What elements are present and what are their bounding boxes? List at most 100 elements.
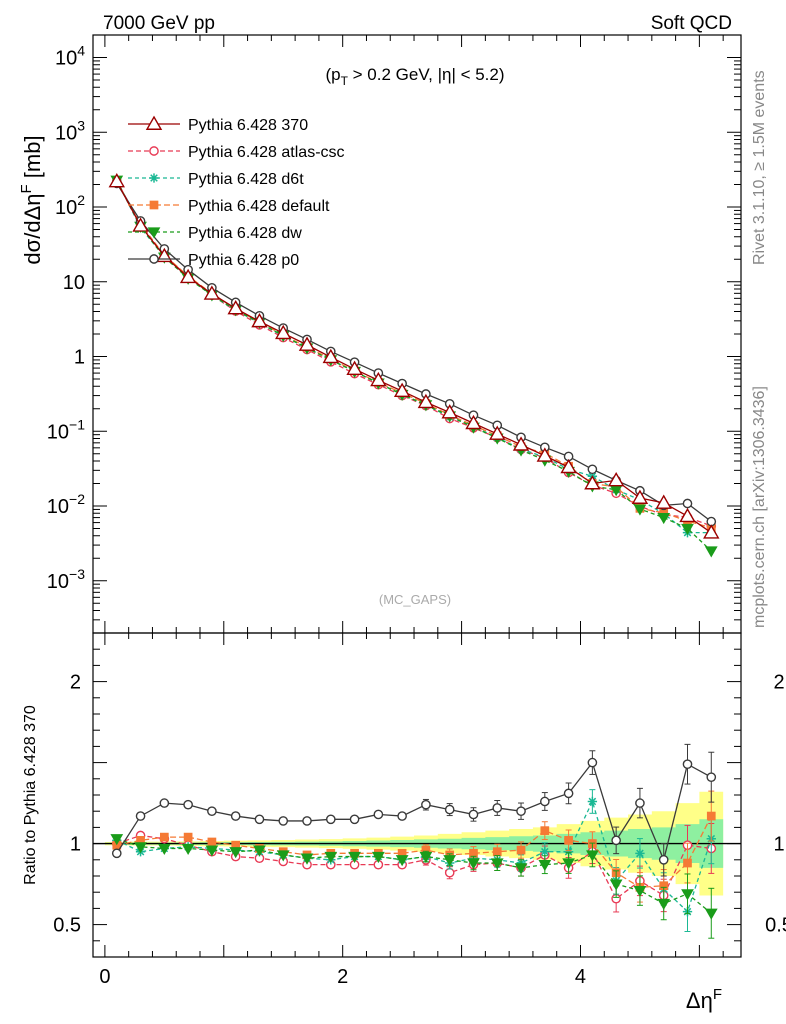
legend: Pythia 6.428 370 Pythia 6.428 atlas-csc Py… bbox=[128, 115, 345, 269]
main-y-axis-label: dσ/dΔηF [mb] bbox=[18, 135, 45, 264]
ratio-data-point bbox=[371, 851, 385, 864]
ratio-data-point bbox=[302, 816, 312, 826]
ratio-data-point bbox=[325, 814, 336, 825]
main-data-point bbox=[512, 436, 530, 451]
main-data-point bbox=[633, 504, 647, 516]
legend-entry-label: Pythia 6.428 p0 bbox=[188, 252, 299, 269]
y-tick-label-right: 1 bbox=[773, 834, 784, 856]
ratio-data-point bbox=[110, 834, 124, 846]
ratio-data-point bbox=[538, 860, 552, 872]
main-data-point bbox=[441, 404, 458, 419]
ratio-data-point bbox=[134, 842, 147, 854]
ratio-data-point bbox=[468, 809, 479, 820]
ratio-data-point bbox=[682, 759, 693, 770]
ratio-data-point bbox=[516, 806, 526, 817]
ratio-data-point bbox=[443, 855, 457, 867]
y-tick-label: 1 bbox=[70, 834, 81, 856]
ratio-data-point bbox=[205, 845, 219, 857]
ratio-data-point bbox=[514, 863, 528, 875]
legend-entry-label: Pythia 6.428 default bbox=[188, 198, 330, 215]
y-tick-label-right: 2 bbox=[773, 672, 784, 694]
ratio-data-point bbox=[253, 845, 266, 857]
header-left: 7000 GeV pp bbox=[103, 13, 215, 34]
main-data-point bbox=[607, 471, 625, 487]
y-tick-label: 103 bbox=[55, 117, 85, 144]
ratio-data-point bbox=[135, 811, 146, 821]
main-data-point bbox=[393, 382, 411, 397]
ratio-data-point bbox=[586, 850, 599, 862]
ratio-data-point bbox=[706, 772, 717, 783]
ratio-data-point bbox=[681, 889, 694, 901]
ratio-data-point bbox=[183, 799, 193, 810]
ratio-data-point bbox=[444, 867, 455, 878]
ratio-data-point bbox=[348, 851, 361, 864]
main-data-point bbox=[465, 414, 482, 430]
x-axis-label: ΔηF bbox=[686, 986, 722, 1013]
ratio-data-point bbox=[159, 832, 169, 842]
main-data-point bbox=[682, 498, 693, 509]
ratio-data-point bbox=[540, 826, 550, 835]
header-right: Soft QCD bbox=[651, 13, 732, 34]
ratio-data-point bbox=[706, 811, 716, 821]
ratio-data-point bbox=[207, 806, 217, 817]
ratio-data-point bbox=[587, 757, 598, 768]
main-data-point bbox=[704, 546, 718, 558]
ratio-data-point bbox=[563, 788, 574, 799]
ratio-plot-panel: 0 2 4 0.5 0.5 1 1 2 2 Ratio to Pythia 6.428 370 Δη… bbox=[22, 632, 786, 1013]
main-data-point bbox=[587, 464, 598, 475]
legend-marker bbox=[149, 200, 159, 210]
legend-entry-label: Pythia 6.428 370 bbox=[188, 117, 308, 134]
ratio-data-point bbox=[349, 814, 360, 825]
main-data-point bbox=[631, 489, 649, 504]
main-data-point bbox=[108, 172, 125, 188]
ratio-series-line bbox=[116, 838, 712, 914]
ratio-data-point bbox=[395, 855, 409, 867]
ratio-data-point bbox=[254, 814, 265, 825]
main-data-point bbox=[536, 447, 554, 462]
x-tick-label: 4 bbox=[575, 966, 586, 988]
ratio-data-point bbox=[492, 847, 502, 857]
main-data-point bbox=[417, 393, 435, 409]
main-data-point bbox=[560, 458, 577, 474]
ratio-data-point bbox=[181, 843, 195, 855]
ratio-data-point bbox=[658, 854, 669, 865]
main-data-point bbox=[156, 247, 173, 263]
y-tick-label: 2 bbox=[70, 672, 81, 694]
legend-entry-label: Pythia 6.428 dw bbox=[188, 225, 302, 242]
ratio-data-point bbox=[183, 832, 193, 842]
ratio-data-point bbox=[611, 835, 621, 846]
x-tick-label: 0 bbox=[99, 966, 110, 988]
ratio-data-point bbox=[373, 809, 384, 820]
ratio-data-point bbox=[635, 798, 645, 808]
ratio-data-point bbox=[467, 858, 480, 870]
main-data-point bbox=[655, 494, 672, 509]
ratio-data-point bbox=[540, 847, 550, 857]
ratio-data-point bbox=[587, 796, 598, 807]
ratio-data-point bbox=[276, 850, 290, 862]
ratio-data-point bbox=[207, 837, 217, 847]
main-data-point bbox=[132, 217, 149, 232]
ratio-data-point bbox=[229, 847, 243, 859]
legend-marker bbox=[145, 115, 163, 130]
main-data-point bbox=[322, 348, 340, 364]
main-data-point bbox=[179, 268, 197, 284]
ratio-data-point bbox=[111, 848, 122, 859]
ratio-data-point bbox=[635, 848, 645, 858]
main-data-point bbox=[227, 299, 244, 315]
legend-entry-label: Pythia 6.428 atlas-csc bbox=[188, 144, 345, 161]
main-data-point bbox=[584, 475, 601, 490]
main-data-point bbox=[298, 336, 316, 351]
ratio-frame bbox=[92, 632, 742, 958]
legend-marker bbox=[149, 254, 159, 264]
ratio-data-point bbox=[421, 799, 431, 810]
ratio-data-point bbox=[683, 858, 692, 868]
ratio-data-point bbox=[516, 845, 526, 855]
x-tick-label: 2 bbox=[337, 966, 348, 988]
ratio-data-point bbox=[563, 847, 574, 857]
y-tick-label: 1 bbox=[74, 347, 85, 369]
ratio-data-point bbox=[633, 885, 647, 898]
y-tick-label: 10−1 bbox=[47, 416, 85, 443]
cuts-annotation: (pT > 0.2 GeV, |η| < 5.2) bbox=[325, 65, 504, 88]
y-tick-label: 10−2 bbox=[47, 491, 85, 518]
y-tick-label: 10−3 bbox=[47, 566, 85, 593]
